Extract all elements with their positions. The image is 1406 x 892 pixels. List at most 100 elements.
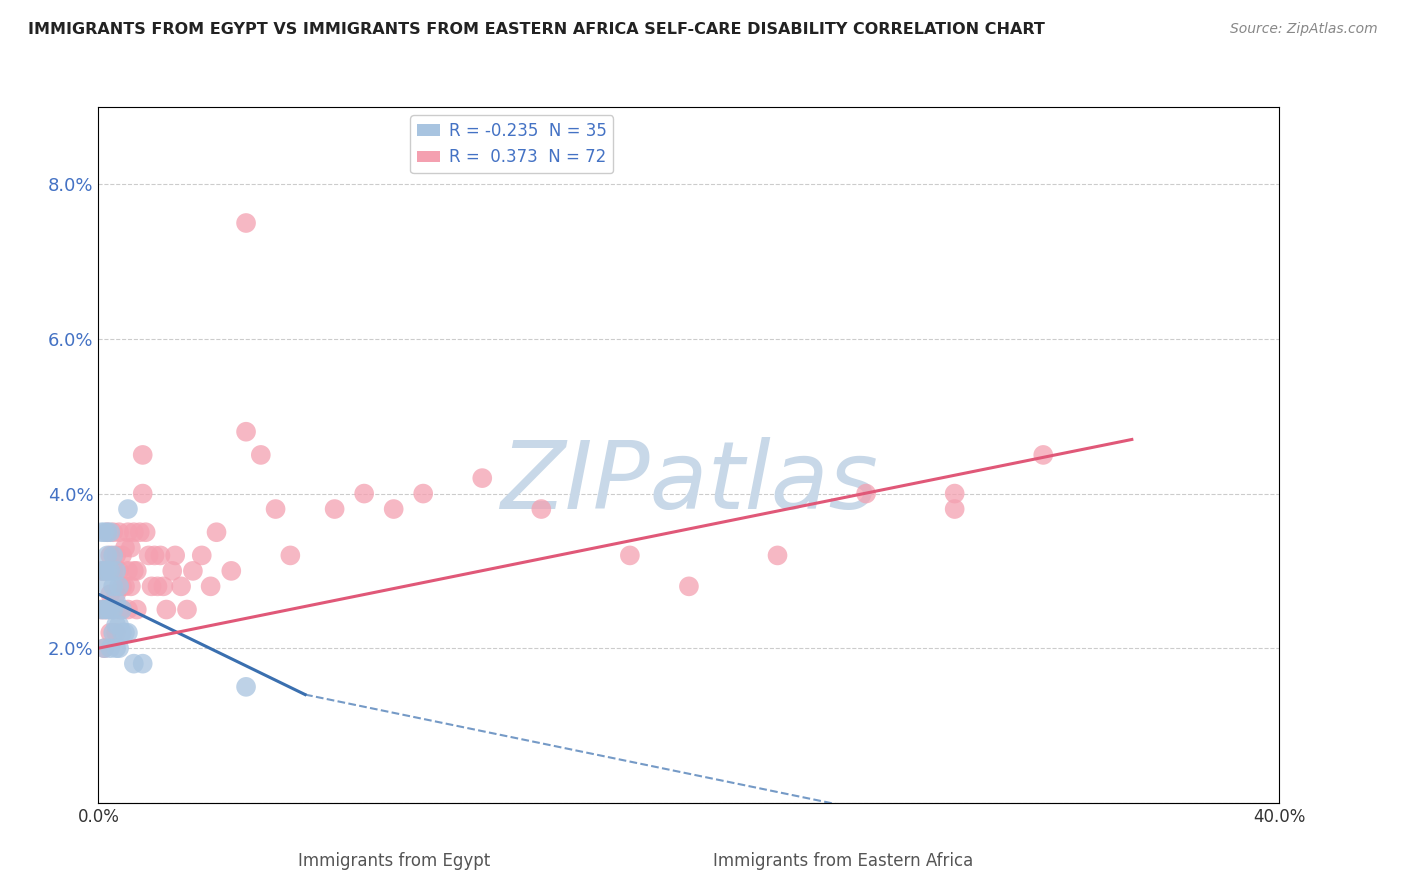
Point (117, 564, 139, 578)
Point (96, 525, 118, 540)
Point (98, 641, 121, 656)
Point (170, 579, 193, 593)
Point (105, 564, 128, 578)
Point (235, 680, 257, 694)
Point (105, 618, 128, 632)
Point (200, 579, 222, 593)
Point (103, 525, 125, 540)
Point (132, 486, 155, 500)
Point (93, 602, 115, 616)
Point (105, 641, 128, 656)
Point (96, 525, 118, 540)
Point (90, 564, 112, 578)
Point (176, 602, 198, 616)
Point (108, 564, 131, 578)
Point (93, 525, 115, 540)
Point (108, 602, 131, 616)
Point (125, 602, 148, 616)
Point (353, 486, 375, 500)
Point (111, 579, 134, 593)
Point (165, 549, 187, 563)
Point (98, 525, 121, 540)
Point (162, 564, 183, 578)
Point (120, 579, 142, 593)
Point (219, 564, 242, 578)
Point (205, 525, 228, 540)
Point (412, 486, 434, 500)
Point (105, 587, 128, 601)
Point (530, 502, 553, 516)
Point (93, 641, 115, 656)
Point (111, 549, 134, 563)
Point (117, 602, 139, 616)
Point (117, 625, 139, 640)
Point (138, 549, 160, 563)
Point (117, 525, 139, 540)
Point (103, 602, 125, 616)
Point (93, 641, 115, 656)
Point (471, 471, 494, 485)
Text: ZIPatlas: ZIPatlas (501, 437, 877, 528)
Point (108, 579, 131, 593)
Point (323, 502, 346, 516)
Point (143, 549, 166, 563)
Point (114, 625, 136, 640)
Point (125, 564, 148, 578)
Point (108, 525, 131, 540)
Point (146, 579, 169, 593)
Point (1032, 448, 1054, 462)
Point (943, 502, 966, 516)
Point (103, 579, 125, 593)
Point (93, 564, 115, 578)
Point (98, 549, 121, 563)
Point (90, 602, 112, 616)
Point (120, 541, 142, 555)
Text: Source: ZipAtlas.com: Source: ZipAtlas.com (1230, 22, 1378, 37)
Point (149, 549, 172, 563)
Point (114, 541, 136, 555)
Point (108, 618, 131, 632)
Point (114, 579, 136, 593)
Point (108, 641, 131, 656)
Point (278, 549, 302, 563)
Point (191, 549, 214, 563)
Point (103, 625, 125, 640)
Point (103, 549, 125, 563)
Point (128, 525, 150, 540)
Text: Immigrants from Eastern Africa: Immigrants from Eastern Africa (713, 852, 974, 870)
Text: IMMIGRANTS FROM EGYPT VS IMMIGRANTS FROM EASTERN AFRICA SELF-CARE DISABILITY COR: IMMIGRANTS FROM EGYPT VS IMMIGRANTS FROM… (28, 22, 1045, 37)
Point (98, 625, 121, 640)
Point (105, 595, 128, 609)
Point (96, 564, 118, 578)
Point (155, 602, 177, 616)
Point (90, 602, 112, 616)
Point (96, 564, 118, 578)
Point (96, 602, 118, 616)
Point (250, 448, 273, 462)
Point (117, 502, 139, 516)
Point (943, 486, 966, 500)
Point (90, 525, 112, 540)
Point (235, 216, 257, 230)
Point (105, 549, 128, 563)
Point (141, 579, 163, 593)
Point (111, 625, 134, 640)
Point (181, 564, 204, 578)
Point (766, 549, 789, 563)
Point (90, 564, 112, 578)
Point (96, 579, 118, 593)
Point (98, 602, 121, 616)
Point (93, 564, 115, 578)
Point (98, 564, 121, 578)
Point (855, 486, 877, 500)
Point (678, 579, 700, 593)
Point (122, 564, 145, 578)
Point (103, 602, 125, 616)
Point (103, 564, 125, 578)
Point (111, 602, 134, 616)
Point (122, 525, 145, 540)
Point (619, 549, 641, 563)
Point (111, 602, 134, 616)
Point (235, 425, 257, 439)
Point (96, 602, 118, 616)
